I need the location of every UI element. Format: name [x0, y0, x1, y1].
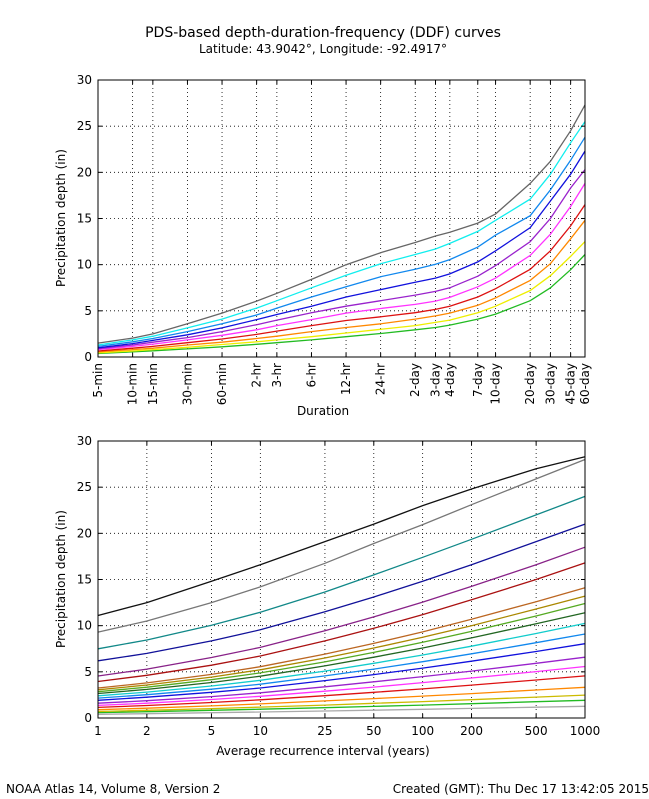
series-line [97, 612, 586, 695]
series-line [97, 705, 586, 715]
x-tick-label: 30-min [180, 363, 194, 405]
x-tick-label: 3-day [428, 363, 442, 397]
x-tick-label: 4-day [443, 363, 457, 397]
x-tick-label: 1000 [570, 724, 601, 738]
x-tick-label: 2-day [408, 363, 422, 397]
x-tick-label: 15-min [146, 363, 160, 405]
x-tick-label: 20-day [523, 363, 537, 405]
y-tick-label: 25 [77, 480, 92, 494]
y-tick-label: 0 [84, 350, 92, 364]
x-tick-label: 2-hr [250, 363, 264, 388]
y-tick-label: 0 [84, 711, 92, 725]
grid [98, 441, 585, 718]
series-line [97, 150, 586, 349]
x-tick-label: 100 [411, 724, 434, 738]
series-line [97, 121, 586, 346]
grid [98, 80, 585, 357]
y-tick-label: 15 [77, 212, 92, 226]
series-line [97, 595, 586, 691]
x-tick-label: 2 [143, 724, 151, 738]
x-tick-label: 50 [366, 724, 381, 738]
series-line [97, 587, 586, 689]
x-tick-label: 5 [208, 724, 216, 738]
x-tick-label: 30-day [543, 363, 557, 405]
series-line [97, 183, 586, 351]
x-tick-label: 60-min [215, 363, 229, 405]
x-tick-label: 3-hr [270, 363, 284, 388]
x-tick-label: 6-hr [304, 363, 318, 388]
series-line [97, 656, 586, 704]
series-group [97, 456, 586, 715]
x-tick-label: 5-min [91, 363, 105, 398]
series-line [97, 254, 586, 355]
x-tick-label: 10-min [126, 363, 140, 405]
y-tick-label: 10 [77, 619, 92, 633]
plot-frame [97, 79, 586, 358]
y-axis-label: Precipitation depth (in) [54, 149, 68, 287]
x-tick-label: 24-hr [374, 363, 388, 395]
y-tick-label: 15 [77, 573, 92, 587]
series-line [97, 241, 586, 354]
series-line [97, 686, 586, 711]
x-tick-label: 10 [253, 724, 268, 738]
x-tick-label: 10-day [489, 363, 503, 405]
series-line [97, 523, 586, 662]
x-axis-label: Average recurrence interval (years) [216, 744, 429, 758]
x-axis-label: Duration [297, 404, 349, 418]
series-line [97, 169, 586, 350]
y-tick-label: 25 [77, 119, 92, 133]
series-line [97, 665, 586, 707]
x-tick-label: 500 [525, 724, 548, 738]
series-line [97, 562, 586, 683]
series-line [97, 622, 586, 697]
plot-frame [97, 440, 586, 719]
series-line [97, 456, 586, 617]
footer-source: NOAA Atlas 14, Volume 8, Version 2 [6, 782, 221, 796]
x-tick-label: 45-day [564, 363, 578, 405]
x-tick-label: 200 [460, 724, 483, 738]
y-tick-label: 30 [77, 434, 92, 448]
footer-created: Created (GMT): Thu Dec 17 13:42:05 2015 [392, 782, 649, 796]
y-axis-label: Precipitation depth (in) [54, 510, 68, 648]
x-tick-label: 60-day [578, 363, 592, 405]
series-line [97, 699, 586, 714]
series-line [97, 458, 586, 633]
series-line [97, 633, 586, 699]
ddf-duration-chart: 0 5 10 15 20 25 30 5-min 10-min 15-min 30-min 60-mi… [54, 73, 592, 418]
series-line [97, 546, 586, 677]
series-line [97, 495, 586, 650]
series-group [97, 104, 586, 355]
y-tick-label: 10 [77, 258, 92, 272]
chart-title: PDS-based depth-duration-frequency (DDF)… [145, 25, 501, 41]
x-tick-label: 7-day [471, 363, 485, 397]
y-tick-label: 20 [77, 526, 92, 540]
series-line [97, 204, 586, 352]
x-tick-label: 12-hr [339, 363, 353, 395]
x-tick-label: 1 [94, 724, 102, 738]
series-line [97, 136, 586, 348]
series-line [97, 219, 586, 353]
series-line [97, 104, 586, 344]
series-line [97, 694, 586, 713]
y-tick-label: 30 [77, 73, 92, 87]
y-tick-label: 5 [84, 665, 92, 679]
series-line [97, 602, 586, 693]
x-tick-label: 25 [317, 724, 332, 738]
axis-ticks: 0 5 10 15 20 25 30 5-min 10-min 15-min 30-min 60-mi… [77, 73, 592, 405]
chart-subtitle: Latitude: 43.9042°, Longitude: -92.4917° [199, 42, 447, 56]
y-tick-label: 20 [77, 165, 92, 179]
series-line [97, 675, 586, 709]
series-line [97, 643, 586, 701]
y-tick-label: 5 [84, 304, 92, 318]
